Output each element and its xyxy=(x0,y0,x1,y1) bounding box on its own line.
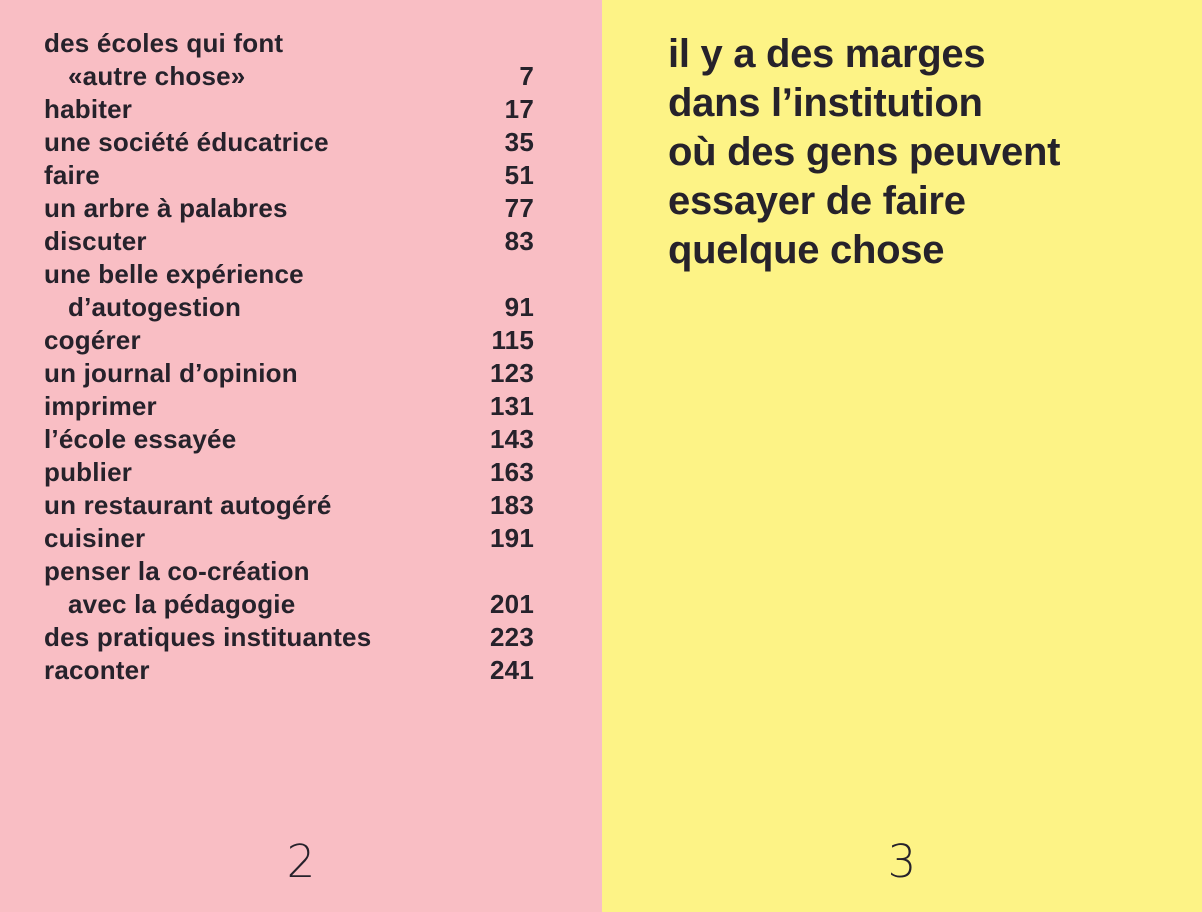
toc-entry-title: raconter xyxy=(44,655,150,685)
toc-entry: d’autogestion 91 xyxy=(44,291,534,324)
toc-entry-title: habiter xyxy=(44,94,133,124)
toc-entry: habiter 17 xyxy=(44,93,534,126)
toc-entry-title: avec la pédagogie xyxy=(68,589,296,619)
quote-line: il y a des marges xyxy=(668,32,986,76)
toc-entry: «autre chose» 7 xyxy=(44,60,534,93)
quote-line: où des gens peuvent xyxy=(668,130,1061,174)
quote-line: essayer de faire xyxy=(668,179,966,223)
quote-title: il y a des marges dans l’institution où de… xyxy=(602,0,1202,275)
toc-entry: avec la pédagogie 201 xyxy=(44,588,534,621)
toc-entry-title: cogérer xyxy=(44,325,141,355)
toc-entry: un arbre à palabres 77 xyxy=(44,192,534,225)
toc-entry-title: discuter xyxy=(44,226,147,256)
page-number-right: 3 xyxy=(887,835,917,888)
toc-entry-page-number: 17 xyxy=(504,94,534,124)
toc-entry-page-number: 131 xyxy=(490,391,534,421)
toc-entry-title: l’école essayée xyxy=(44,424,237,454)
page-number-left: 2 xyxy=(286,835,316,888)
toc-page: des écoles qui font «autre chose» 7 habiter… xyxy=(0,0,602,912)
toc-entry-title: une société éducatrice xyxy=(44,127,329,157)
quote-line: quelque chose xyxy=(668,228,945,272)
toc-entry-title: un arbre à palabres xyxy=(44,193,288,223)
toc-entry: une société éducatrice 35 xyxy=(44,126,534,159)
quote-line: dans l’institution xyxy=(668,81,983,125)
toc-entry: faire 51 xyxy=(44,159,534,192)
toc-entry-page-number: 51 xyxy=(504,160,534,190)
toc-entry: discuter 83 xyxy=(44,225,534,258)
toc-entry-title: publier xyxy=(44,457,133,487)
toc-entry-title: penser la co-création xyxy=(44,556,310,586)
toc-entry-page-number: 91 xyxy=(504,292,534,322)
toc-entry-page-number: 115 xyxy=(491,325,534,355)
toc-entry-title: d’autogestion xyxy=(68,292,242,322)
toc-entry: des écoles qui font xyxy=(44,27,534,60)
toc-entry-title: un restaurant autogéré xyxy=(44,490,332,520)
toc-entry: raconter 241 xyxy=(44,654,534,687)
toc-entry-page-number: 201 xyxy=(490,589,534,619)
toc-entry-page-number: 77 xyxy=(504,193,534,223)
toc-entry-page-number: 223 xyxy=(490,622,534,652)
toc-entry: l’école essayée 143 xyxy=(44,423,534,456)
toc-entry-page-number: 7 xyxy=(519,61,534,91)
toc-entry-page-number: 191 xyxy=(490,523,534,553)
toc-entry: un restaurant autogéré 183 xyxy=(44,489,534,522)
toc-entry-page-number: 83 xyxy=(504,226,534,256)
toc-entry-title: «autre chose» xyxy=(68,61,246,91)
toc-entry: imprimer 131 xyxy=(44,390,534,423)
toc-entry: cogérer 115 xyxy=(44,324,534,357)
toc-entry-title: des écoles qui font xyxy=(44,28,284,58)
toc-entry: un journal d’opinion 123 xyxy=(44,357,534,390)
quote-page: il y a des marges dans l’institution où de… xyxy=(602,0,1202,912)
toc-entry-page-number: 163 xyxy=(490,457,534,487)
toc-entry: cuisiner 191 xyxy=(44,522,534,555)
toc-entry-page-number: 183 xyxy=(490,490,534,520)
toc-entry-title: imprimer xyxy=(44,391,157,421)
table-of-contents: des écoles qui font «autre chose» 7 habiter… xyxy=(0,0,602,687)
toc-entry-title: des pratiques instituantes xyxy=(44,622,372,652)
toc-entry-page-number: 143 xyxy=(490,424,534,454)
toc-entry: penser la co-création xyxy=(44,555,534,588)
toc-entry-title: un journal d’opinion xyxy=(44,358,298,388)
toc-entry-page-number: 123 xyxy=(490,358,534,388)
toc-entry-page-number: 35 xyxy=(504,127,534,157)
toc-entry-title: une belle expérience xyxy=(44,259,304,289)
toc-entry: des pratiques instituantes 223 xyxy=(44,621,534,654)
toc-entry-page-number: 241 xyxy=(490,655,534,685)
toc-entry-title: cuisiner xyxy=(44,523,146,553)
toc-entry-title: faire xyxy=(44,160,100,190)
toc-entry: publier 163 xyxy=(44,456,534,489)
toc-entry: une belle expérience xyxy=(44,258,534,291)
